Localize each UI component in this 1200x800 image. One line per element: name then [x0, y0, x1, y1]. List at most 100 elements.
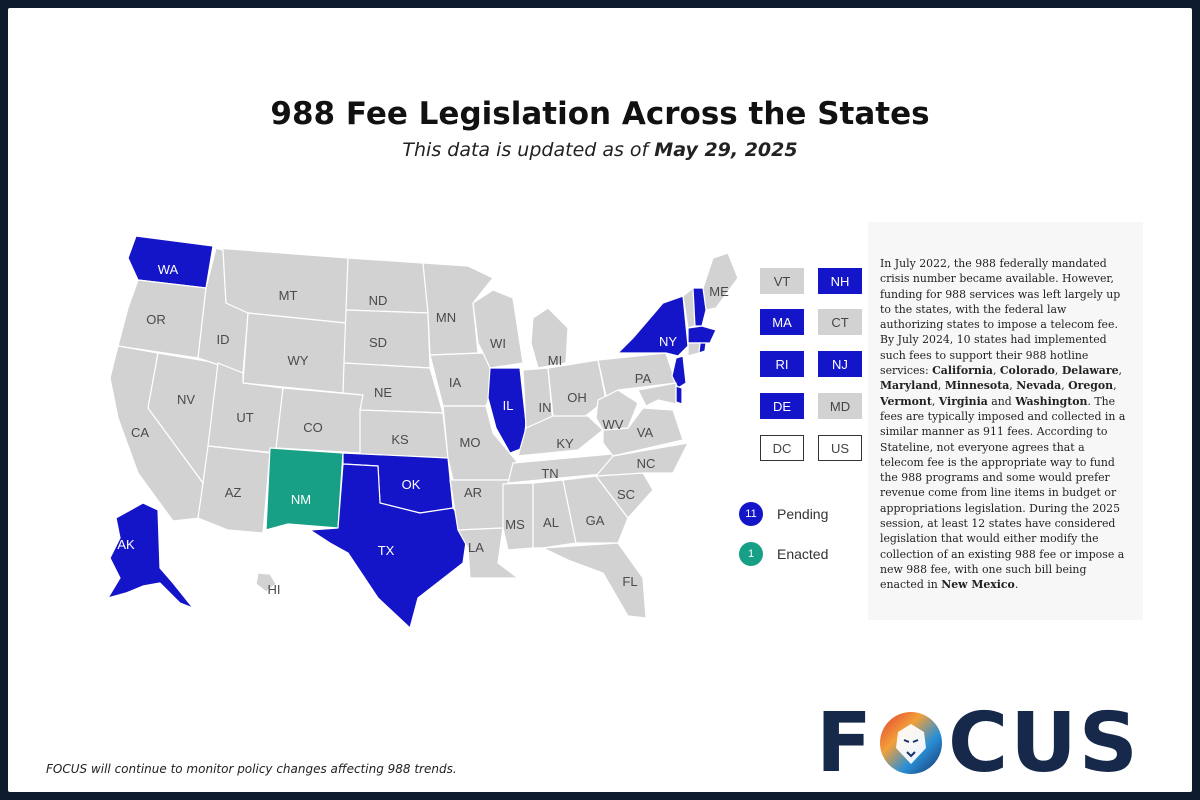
state-label-or: OR — [146, 312, 166, 327]
state-ak[interactable] — [107, 502, 194, 609]
state-label-nc: NC — [637, 456, 656, 471]
infographic: 988 Fee Legislation Across the States Th… — [8, 8, 1192, 792]
subtitle-prefix: This data is updated as of — [402, 139, 655, 161]
state-me[interactable] — [702, 252, 739, 311]
state-label-co: CO — [303, 420, 323, 435]
state-label-al: AL — [543, 515, 559, 530]
state-label-nv: NV — [177, 392, 195, 407]
state-label-fl: FL — [622, 574, 637, 589]
state-label-tx: TX — [378, 543, 395, 558]
state-label-id: ID — [217, 332, 230, 347]
state-label-ne: NE — [374, 385, 392, 400]
state-label-va: VA — [637, 425, 654, 440]
state-label-pa: PA — [635, 371, 652, 386]
state-ny[interactable] — [617, 295, 689, 357]
us-map: WA OR CA NV ID MT WY UT AZ CO NM ND SD NE KS OK TX MN IA MO… — [107, 235, 739, 628]
state-fl[interactable] — [542, 542, 647, 619]
state-ms[interactable] — [502, 482, 534, 551]
page-subtitle: This data is updated as of May 29, 2025 — [8, 139, 1192, 161]
state-label-ar: AR — [464, 485, 482, 500]
state-ri[interactable] — [698, 342, 707, 354]
state-label-mi: MI — [548, 353, 562, 368]
tile-ri[interactable]: RI — [760, 351, 804, 377]
state-label-ca: CA — [131, 425, 149, 440]
state-label-in: IN — [539, 400, 552, 415]
state-label-la: LA — [468, 540, 484, 555]
state-il[interactable] — [487, 367, 527, 454]
state-md[interactable] — [637, 382, 677, 407]
update-date: May 29, 2025 — [654, 139, 798, 161]
tile-ct[interactable]: CT — [818, 309, 862, 335]
state-nh[interactable] — [692, 287, 707, 327]
state-mn[interactable] — [422, 262, 494, 356]
description-text: In July 2022, the 988 federally mandated… — [880, 257, 1121, 378]
footer-note: FOCUS will continue to monitor policy ch… — [46, 762, 457, 776]
separator: , — [1009, 379, 1017, 393]
state-name: Nevada — [1016, 379, 1062, 393]
state-label-il: IL — [503, 398, 514, 413]
state-label-wv: WV — [603, 417, 624, 432]
state-wi[interactable] — [472, 289, 524, 369]
state-name: Colorado — [999, 364, 1055, 378]
state-tx[interactable] — [309, 463, 469, 628]
state-label-mn: MN — [436, 310, 456, 325]
state-label-ak: AK — [117, 537, 135, 552]
logo-letters-cus: CUS — [948, 695, 1140, 791]
state-label-oh: OH — [567, 390, 587, 405]
separator: , — [1054, 364, 1062, 378]
legend-pending-count: 11 — [739, 502, 763, 526]
tile-nh[interactable]: NH — [818, 268, 862, 294]
legend-pending: 11 Pending — [739, 502, 828, 526]
state-label-tn: TN — [541, 466, 558, 481]
tile-md[interactable]: MD — [818, 393, 862, 419]
state-name: Maryland — [880, 379, 938, 393]
state-name: California — [932, 364, 993, 378]
state-label-ok: OK — [402, 477, 421, 492]
legend-enacted-label: Enacted — [777, 546, 829, 562]
state-mi[interactable] — [530, 307, 569, 369]
state-al[interactable] — [532, 479, 577, 549]
state-name: Oregon — [1068, 379, 1114, 393]
separator: , — [1118, 364, 1122, 378]
state-oh[interactable] — [547, 359, 607, 419]
state-name: New Mexico — [941, 578, 1015, 592]
state-ga[interactable] — [562, 475, 629, 544]
focus-logo: F CUS — [816, 695, 1140, 791]
state-label-nm: NM — [291, 492, 311, 507]
state-nm[interactable] — [265, 447, 344, 531]
state-label-hi: HI — [268, 582, 281, 597]
separator: , — [1113, 379, 1117, 393]
tile-nj[interactable]: NJ — [818, 351, 862, 377]
state-va[interactable] — [602, 407, 684, 457]
separator: , — [937, 379, 945, 393]
tile-ma[interactable]: MA — [760, 309, 804, 335]
state-label-ms: MS — [505, 517, 525, 532]
separator: , — [992, 364, 1000, 378]
state-label-wa: WA — [158, 262, 179, 277]
state-de[interactable] — [675, 385, 683, 405]
state-nc[interactable] — [595, 442, 689, 477]
state-name: Minnesota — [944, 379, 1010, 393]
state-label-wy: WY — [288, 353, 309, 368]
state-label-mt: MT — [279, 288, 298, 303]
state-hi[interactable] — [255, 572, 277, 593]
state-or[interactable] — [117, 279, 207, 359]
state-label-ks: KS — [391, 432, 409, 447]
state-label-sc: SC — [617, 487, 635, 502]
state-label-sd: SD — [369, 335, 387, 350]
tile-vt[interactable]: VT — [760, 268, 804, 294]
state-label-ia: IA — [449, 375, 462, 390]
state-ma[interactable] — [687, 325, 717, 344]
state-label-ga: GA — [586, 513, 605, 528]
tile-us[interactable]: US — [818, 435, 862, 461]
state-nj[interactable] — [671, 355, 687, 389]
state-ct[interactable] — [687, 342, 701, 357]
state-label-ky: KY — [556, 436, 574, 451]
state-label-az: AZ — [225, 485, 242, 500]
tile-de[interactable]: DE — [760, 393, 804, 419]
tile-dc[interactable]: DC — [760, 435, 804, 461]
state-name: Vermont — [880, 394, 932, 408]
state-pa[interactable] — [597, 352, 677, 397]
separator: , — [1061, 379, 1069, 393]
state-name: Washington — [1015, 394, 1088, 408]
